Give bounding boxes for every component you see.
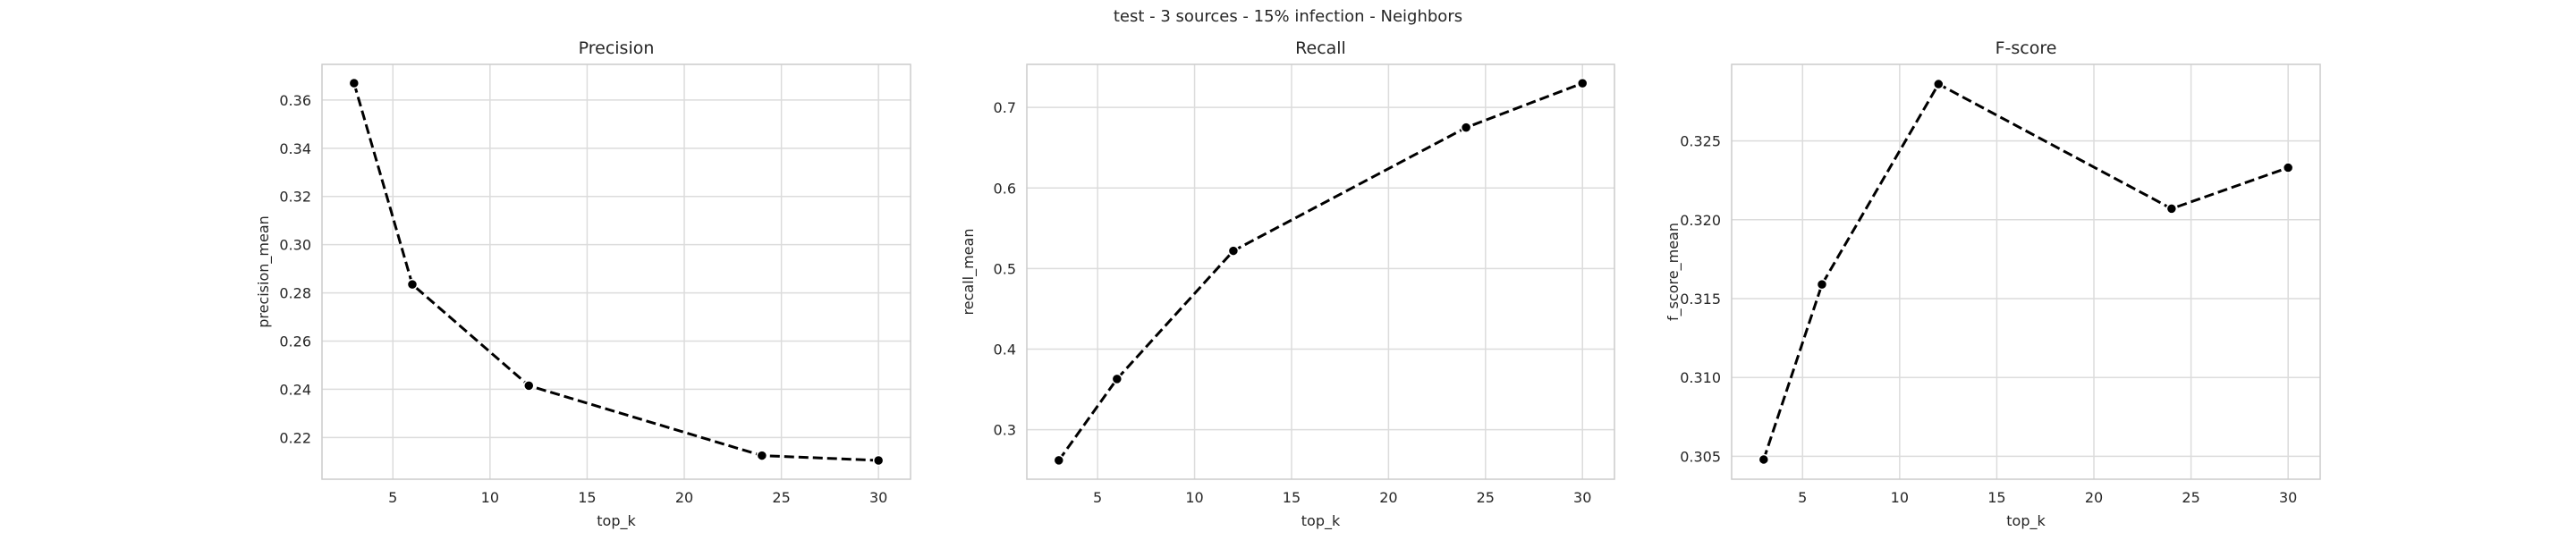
y-tick-label: 0.36	[279, 92, 311, 109]
chart-title: Precision	[579, 38, 655, 58]
data-point	[406, 278, 419, 291]
y-tick-label: 0.320	[1680, 212, 1721, 229]
chart-title: Recall	[1295, 38, 1346, 58]
y-tick-label: 0.28	[279, 285, 311, 302]
x-tick-label: 10	[1891, 489, 1909, 506]
plot-area	[1732, 64, 2320, 479]
y-tick-label: 0.4	[994, 342, 1016, 359]
x-axis-label: top_k	[1301, 512, 1341, 530]
y-tick-label: 0.26	[279, 333, 311, 350]
y-tick-label: 0.7	[994, 99, 1016, 116]
y-tick-label: 0.305	[1680, 448, 1721, 465]
y-tick-label: 0.22	[279, 429, 311, 446]
data-point	[1227, 245, 1240, 257]
x-tick-label: 10	[481, 489, 499, 506]
chart-panel-2: 5 10 15 20 25 30 0.3 0.4 0.5 0.6 0.7 Recall top_k rec…	[960, 38, 1615, 530]
y-tick-label: 0.325	[1680, 133, 1721, 150]
x-tick-label: 20	[1379, 489, 1397, 506]
x-tick-label: 5	[1798, 489, 1807, 506]
y-tick-label: 0.3	[994, 422, 1016, 439]
plot-frame	[1026, 63, 1615, 480]
y-tick-label: 0.6	[994, 180, 1016, 197]
x-tick-label: 30	[1573, 489, 1591, 506]
data-point	[1111, 373, 1123, 385]
plot-area	[322, 64, 911, 479]
data-point	[756, 450, 768, 461]
x-tick-label: 20	[675, 489, 693, 506]
data-point	[2282, 162, 2294, 173]
y-tick-label: 0.5	[994, 260, 1016, 277]
y-tick-label: 0.32	[279, 189, 311, 206]
x-tick-label: 15	[1283, 489, 1301, 506]
data-point	[1460, 122, 1472, 133]
x-tick-label: 5	[388, 489, 397, 506]
y-tick-label: 0.30	[279, 237, 311, 254]
x-tick-label: 30	[869, 489, 887, 506]
y-axis-label: recall_mean	[960, 229, 978, 316]
y-tick-label: 0.310	[1680, 369, 1721, 386]
x-tick-label: 10	[1185, 489, 1203, 506]
x-tick-label: 20	[2085, 489, 2103, 506]
x-tick-label: 15	[1987, 489, 2005, 506]
data-point	[523, 380, 535, 392]
plot-area	[1027, 64, 1614, 479]
chart-panel-3: 5 10 15 20 25 30 0.305 0.310 0.315 0.320 0.325 F-sc…	[1665, 38, 2321, 530]
data-point	[1576, 77, 1589, 89]
x-axis-label: top_k	[2006, 512, 2046, 530]
chart-panel-1: 5 10 15 20 25 30 0.22 0.24 0.26 0.28 0.30 0.32 0.34 0…	[255, 38, 911, 530]
x-tick-label: 25	[772, 489, 790, 506]
y-tick-label: 0.24	[279, 381, 311, 398]
x-tick-label: 25	[1477, 489, 1495, 506]
x-axis-label: top_k	[597, 512, 636, 530]
data-point	[2165, 203, 2178, 215]
data-point	[348, 77, 360, 89]
plot-frame	[1731, 63, 2321, 480]
x-tick-label: 15	[578, 489, 596, 506]
y-tick-label: 0.34	[279, 140, 311, 157]
y-axis-label: f_score_mean	[1665, 223, 1682, 321]
data-point	[1053, 454, 1065, 467]
x-tick-label: 30	[2279, 489, 2297, 506]
data-point	[1758, 453, 1770, 466]
figure-suptitle: test - 3 sources - 15% infection - Neigh…	[1113, 7, 1463, 26]
y-tick-label: 0.315	[1680, 291, 1721, 308]
plot-frame	[321, 63, 911, 480]
x-tick-label: 25	[2182, 489, 2199, 506]
data-point	[1816, 278, 1828, 291]
data-point	[872, 454, 885, 467]
data-point	[1933, 78, 1945, 90]
y-axis-label: precision_mean	[255, 215, 273, 328]
x-tick-label: 5	[1093, 489, 1102, 506]
chart-title: F-score	[1996, 38, 2057, 58]
